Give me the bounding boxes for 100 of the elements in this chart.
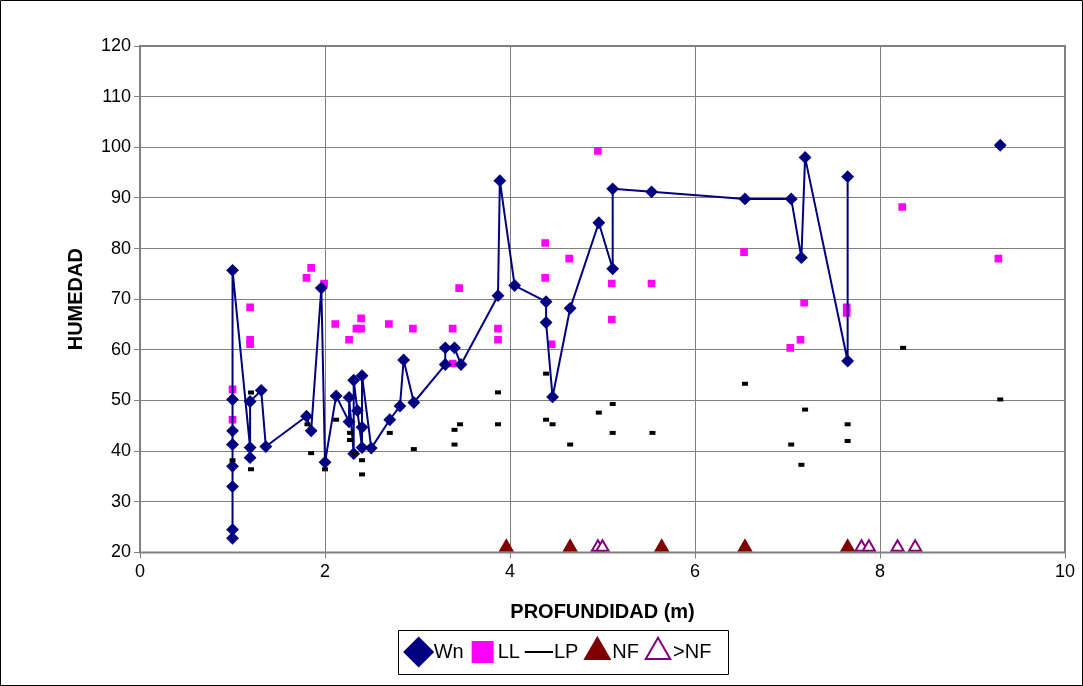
y-tick-label: 120	[100, 34, 132, 55]
point	[495, 390, 501, 395]
point	[307, 263, 315, 272]
y-tick-label: 90	[111, 186, 132, 207]
y-tick-label: 60	[111, 338, 132, 359]
point	[861, 539, 876, 552]
point	[654, 539, 669, 552]
point	[244, 441, 257, 454]
point	[357, 324, 365, 333]
point	[541, 274, 549, 282]
point	[302, 274, 311, 282]
point	[900, 345, 907, 350]
point	[563, 539, 578, 552]
x-tick-label: 10	[1054, 561, 1076, 582]
point	[492, 289, 504, 302]
point	[343, 391, 356, 404]
point	[300, 410, 313, 423]
point	[455, 284, 463, 292]
point	[451, 442, 458, 447]
y-tick-label: 50	[111, 389, 132, 410]
point	[541, 239, 549, 247]
point	[494, 335, 502, 344]
point	[540, 316, 553, 329]
point	[595, 410, 602, 415]
point	[308, 451, 315, 456]
point	[741, 381, 748, 386]
point	[246, 303, 254, 312]
point	[347, 374, 360, 387]
legend-label: LL	[497, 639, 520, 662]
point	[226, 264, 239, 277]
point	[543, 371, 550, 376]
y-tick-label: 70	[111, 288, 132, 309]
x-tick-label: 2	[320, 561, 331, 582]
point	[997, 397, 1004, 402]
point	[495, 422, 501, 427]
point	[356, 369, 369, 382]
legend-label: >NF	[673, 639, 712, 662]
point	[607, 279, 616, 288]
point	[343, 415, 356, 428]
point	[844, 438, 851, 443]
point	[347, 437, 353, 442]
point	[546, 390, 559, 403]
point	[248, 467, 255, 472]
point	[737, 539, 753, 552]
point	[796, 335, 805, 344]
x-tick-label: 6	[690, 561, 701, 582]
point	[788, 442, 795, 447]
point	[397, 353, 410, 366]
point	[330, 389, 343, 402]
y-tick-label: 110	[102, 85, 132, 106]
point	[499, 539, 514, 552]
x-tick-label: 8	[875, 561, 886, 582]
point	[410, 447, 417, 452]
point	[786, 343, 795, 352]
point	[345, 335, 353, 344]
point	[226, 438, 239, 451]
point	[304, 422, 311, 427]
point	[226, 480, 239, 493]
point	[407, 396, 420, 409]
point	[607, 315, 616, 324]
legend-label: NF	[612, 639, 640, 662]
point	[606, 182, 619, 195]
x-axis-title: PROFUNDIDAD (m)	[510, 599, 695, 622]
point	[841, 354, 854, 367]
point	[540, 295, 553, 308]
point	[592, 216, 605, 229]
x-tick-label: 4	[505, 561, 516, 582]
point	[795, 251, 808, 264]
point	[595, 539, 610, 552]
point	[841, 170, 854, 183]
point	[386, 430, 393, 435]
point	[448, 324, 457, 333]
point	[564, 302, 577, 315]
point	[255, 384, 268, 397]
point	[565, 254, 574, 263]
point	[457, 422, 464, 427]
y-axis-title: HUMEDAD	[63, 248, 86, 351]
point	[439, 358, 452, 371]
y-tick-label: 80	[111, 237, 132, 258]
point	[351, 404, 364, 417]
point	[409, 324, 417, 333]
point	[356, 421, 369, 434]
point	[908, 539, 923, 552]
point	[800, 298, 808, 307]
point	[305, 424, 318, 437]
y-tick-label: 30	[111, 490, 132, 511]
point	[385, 320, 393, 328]
point	[248, 390, 255, 395]
point	[494, 324, 502, 333]
point	[898, 203, 907, 211]
point	[994, 139, 1007, 152]
point	[246, 340, 254, 349]
point	[331, 320, 340, 328]
point	[738, 192, 751, 205]
point	[840, 539, 855, 552]
point	[606, 262, 619, 275]
point	[347, 430, 353, 435]
point	[226, 393, 239, 406]
point	[785, 192, 798, 205]
point	[315, 282, 328, 295]
